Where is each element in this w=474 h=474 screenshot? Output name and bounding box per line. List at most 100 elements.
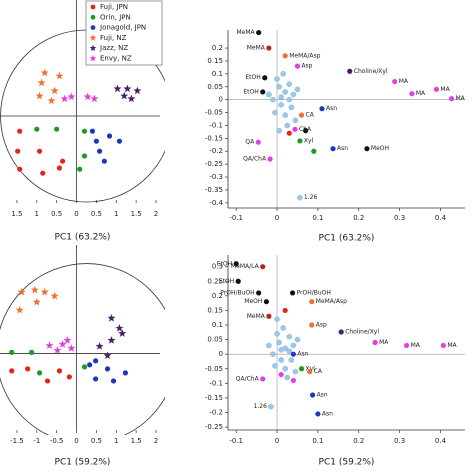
point <box>66 374 72 380</box>
loading-point <box>297 138 303 144</box>
point <box>56 368 63 374</box>
loading-point <box>266 313 272 319</box>
x-tick-label: 1 <box>114 210 118 218</box>
point-star <box>15 305 24 314</box>
loading-point <box>298 366 305 372</box>
point-star <box>83 92 92 101</box>
loading-point <box>289 290 296 296</box>
loading-point <box>272 109 278 116</box>
point-label: Choline/Xyl <box>345 329 379 336</box>
point <box>29 349 35 355</box>
point-label: ChA <box>299 126 312 133</box>
y-tick-label: -0.3 <box>209 173 223 181</box>
loading-point <box>294 86 301 93</box>
y-tick-label: -0.1 <box>209 121 223 129</box>
point-star <box>107 336 116 344</box>
loading-point <box>294 336 301 343</box>
x-tick-label: 1.5 <box>131 210 142 218</box>
loading-point <box>272 363 278 369</box>
point-star <box>118 329 127 337</box>
loading-point <box>307 369 313 375</box>
point-star <box>50 291 59 300</box>
point-label: MeMA/LA <box>231 263 260 270</box>
point-star <box>55 71 64 80</box>
loading-point <box>330 146 336 152</box>
loading-point <box>282 307 288 314</box>
point <box>81 153 88 159</box>
loading-point <box>309 322 315 328</box>
point-label: MA <box>447 342 457 349</box>
x-tick-label: -0.1 <box>229 214 243 222</box>
x-tick-label: 1 <box>35 210 39 218</box>
point <box>93 138 100 144</box>
x-tick-label: 0.2 <box>353 214 364 222</box>
loading-point <box>303 128 309 134</box>
point-label: EtOH <box>243 88 258 95</box>
loading-point <box>364 146 370 152</box>
panel <box>0 0 165 203</box>
y-tick-label: 0 <box>219 96 223 104</box>
point-label: PrOH/BuOH <box>297 289 331 296</box>
x-tick-label: 1.5 <box>131 437 142 445</box>
point-star <box>107 314 116 322</box>
x-tick-label: 0.4 <box>435 437 447 445</box>
legend-marker <box>89 54 97 62</box>
point-label: MA <box>456 95 466 102</box>
point <box>116 138 123 144</box>
point <box>17 128 23 134</box>
loading-point <box>309 392 316 398</box>
point-label: Asn <box>326 105 337 112</box>
point-label: Asp <box>316 322 327 329</box>
y-tick-label: -0.15 <box>205 394 223 402</box>
x-tick-label: 0 <box>275 214 279 222</box>
x-tick-label: -1 <box>33 437 40 445</box>
legend-marker <box>90 25 96 30</box>
point-label: EtOH <box>219 278 234 285</box>
loading-point <box>256 29 262 36</box>
point-label: 1.26 <box>304 194 318 201</box>
loading-point <box>286 348 293 355</box>
loading-point <box>286 333 293 340</box>
loading-point <box>274 316 280 322</box>
point-label: Asn <box>322 410 333 417</box>
x-tick-label: 2 <box>154 437 158 445</box>
x-tick-label: 0 <box>275 437 279 445</box>
point-label: QA <box>245 139 255 146</box>
loading-point <box>270 351 276 357</box>
point-label: MeOH <box>371 145 389 152</box>
legend-label: Orin, JPN <box>100 13 131 21</box>
point-star <box>67 92 76 101</box>
point <box>93 358 99 364</box>
y-tick-label: 0.25 <box>207 277 223 285</box>
point-label: EtOH <box>217 260 232 267</box>
loading-point <box>292 126 298 132</box>
point <box>81 128 88 134</box>
loading-point <box>282 365 289 372</box>
point-star <box>123 84 132 93</box>
legend-marker <box>89 44 97 52</box>
x-tick-label: -0.1 <box>229 437 243 445</box>
y-tick-label: 0.2 <box>212 292 223 300</box>
point-star <box>30 285 39 294</box>
point <box>36 370 43 376</box>
point-star <box>50 86 59 95</box>
y-tick-label: 0 <box>219 350 223 358</box>
point-star <box>53 346 62 354</box>
point-label: QA/ChA <box>243 155 267 162</box>
point-label: EtOH <box>245 74 260 81</box>
x-tick-label: 1.5 <box>11 210 22 218</box>
point-label: Asn <box>337 145 348 152</box>
legend-marker <box>89 34 97 41</box>
point-star <box>133 86 142 95</box>
loading-point <box>286 130 292 136</box>
point <box>110 378 117 384</box>
y-tick-label: -0.15 <box>205 134 223 142</box>
point <box>87 362 93 368</box>
legend-marker <box>90 14 96 20</box>
point <box>36 148 43 154</box>
y-tick-label: -0.2 <box>209 409 223 417</box>
point <box>25 366 31 372</box>
point <box>54 126 60 132</box>
loading-point <box>286 81 293 87</box>
